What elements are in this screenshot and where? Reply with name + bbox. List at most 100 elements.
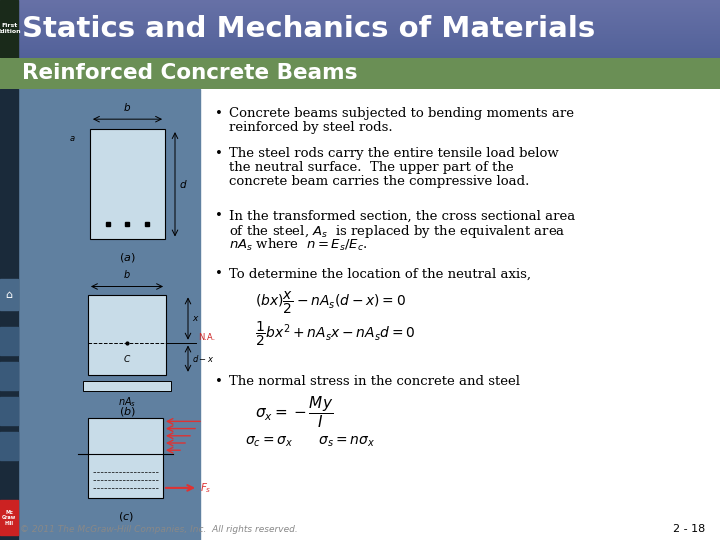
Text: © 2011 The McGraw-Hill Companies, Inc.  All rights reserved.: © 2011 The McGraw-Hill Companies, Inc. A… <box>20 525 298 534</box>
Bar <box>0 7 720 8</box>
Text: •: • <box>215 210 223 222</box>
Bar <box>0 33 720 34</box>
Bar <box>0 29 720 30</box>
Bar <box>0 50 720 51</box>
Bar <box>0 2 720 3</box>
Bar <box>0 15 720 16</box>
Bar <box>0 327 18 355</box>
Text: $b$: $b$ <box>123 268 131 280</box>
Bar <box>0 89 18 540</box>
Bar <box>0 25 720 26</box>
Text: $\sigma_x=-\dfrac{My}{I}$: $\sigma_x=-\dfrac{My}{I}$ <box>255 395 333 430</box>
Text: $(a)$: $(a)$ <box>120 252 136 265</box>
Text: $nA_s$ where  $n = E_s/E_c$.: $nA_s$ where $n = E_s/E_c$. <box>229 238 368 253</box>
Text: Concrete beams subjected to bending moments are: Concrete beams subjected to bending mome… <box>229 107 574 120</box>
Bar <box>0 11 720 12</box>
Bar <box>0 4 720 5</box>
Bar <box>0 9 720 10</box>
Bar <box>0 3 720 4</box>
Bar <box>0 17 720 18</box>
Bar <box>0 52 720 53</box>
Text: $d$: $d$ <box>179 178 188 190</box>
Text: $(c)$: $(c)$ <box>117 510 133 523</box>
Bar <box>0 21 720 22</box>
Text: $C$: $C$ <box>123 353 131 363</box>
Text: $\dfrac{1}{2}bx^2+nA_sx-nA_sd=0$: $\dfrac{1}{2}bx^2+nA_sx-nA_sd=0$ <box>255 320 415 348</box>
Bar <box>0 46 720 47</box>
Text: $nA_s$: $nA_s$ <box>118 395 136 409</box>
Bar <box>0 89 200 540</box>
Bar <box>0 8 720 9</box>
Bar <box>0 28 720 29</box>
Bar <box>0 5 720 6</box>
Bar <box>0 397 18 425</box>
Bar <box>83 381 171 391</box>
Text: Statics and Mechanics of Materials: Statics and Mechanics of Materials <box>22 15 595 43</box>
Bar <box>0 38 720 39</box>
Bar <box>0 0 720 1</box>
Bar <box>88 294 166 375</box>
Bar <box>0 35 720 36</box>
Text: $x$: $x$ <box>192 314 199 323</box>
Bar <box>0 1 720 2</box>
Text: concrete beam carries the compressive load.: concrete beam carries the compressive lo… <box>229 176 529 188</box>
Text: •: • <box>215 147 223 160</box>
Bar <box>0 16 720 17</box>
Bar <box>0 32 720 33</box>
Text: Mc
Graw
Hill: Mc Graw Hill <box>2 510 16 526</box>
Text: First
Edition: First Edition <box>0 23 22 34</box>
Bar <box>0 18 720 19</box>
Bar <box>0 432 18 460</box>
Text: In the transformed section, the cross sectional area: In the transformed section, the cross se… <box>229 210 575 222</box>
Text: $\sigma_c=\sigma_x \qquad \sigma_s=n\sigma_x$: $\sigma_c=\sigma_x \qquad \sigma_s=n\sig… <box>245 435 375 449</box>
Text: •: • <box>215 267 223 280</box>
Bar <box>0 41 720 42</box>
Bar <box>0 6 720 7</box>
Text: $b$: $b$ <box>123 101 132 113</box>
Bar <box>0 49 720 50</box>
Bar <box>0 10 720 11</box>
Bar <box>0 13 720 14</box>
Bar <box>0 42 720 43</box>
Bar <box>0 55 720 56</box>
Bar <box>0 27 720 28</box>
Bar <box>0 14 720 15</box>
Bar <box>0 280 18 309</box>
Text: of the steel, $A_s$  is replaced by the equivalent area: of the steel, $A_s$ is replaced by the e… <box>229 224 565 240</box>
Bar <box>0 362 18 390</box>
Text: •: • <box>215 375 223 388</box>
Bar <box>0 39 720 40</box>
Text: The normal stress in the concrete and steel: The normal stress in the concrete and st… <box>229 375 520 388</box>
Bar <box>0 47 720 48</box>
Bar <box>0 48 720 49</box>
Bar <box>0 57 720 58</box>
Text: ⌂: ⌂ <box>6 289 12 300</box>
Bar <box>0 51 720 52</box>
Text: $(b)$: $(b)$ <box>119 405 135 418</box>
Bar <box>88 418 163 498</box>
Bar <box>0 0 18 58</box>
Bar <box>0 500 18 535</box>
Text: The steel rods carry the entire tensile load below: The steel rods carry the entire tensile … <box>229 147 559 160</box>
Text: $a$: $a$ <box>69 134 76 143</box>
Bar <box>0 44 720 45</box>
Text: To determine the location of the neutral axis,: To determine the location of the neutral… <box>229 267 531 280</box>
Bar <box>0 34 720 35</box>
Bar <box>0 22 720 23</box>
Bar <box>0 43 720 44</box>
Bar <box>0 31 720 32</box>
Text: •: • <box>215 107 223 120</box>
Text: 2 - 18: 2 - 18 <box>672 524 705 534</box>
Bar <box>0 36 720 37</box>
Bar <box>0 24 720 25</box>
Bar <box>0 12 720 13</box>
Bar <box>0 26 720 27</box>
Text: the neutral surface.  The upper part of the: the neutral surface. The upper part of t… <box>229 161 513 174</box>
Bar <box>0 54 720 55</box>
Text: Reinforced Concrete Beams: Reinforced Concrete Beams <box>22 63 358 84</box>
Text: $F_s$: $F_s$ <box>200 481 212 495</box>
Bar <box>0 23 720 24</box>
Bar <box>0 20 720 21</box>
Bar <box>0 37 720 38</box>
Bar <box>0 56 720 57</box>
